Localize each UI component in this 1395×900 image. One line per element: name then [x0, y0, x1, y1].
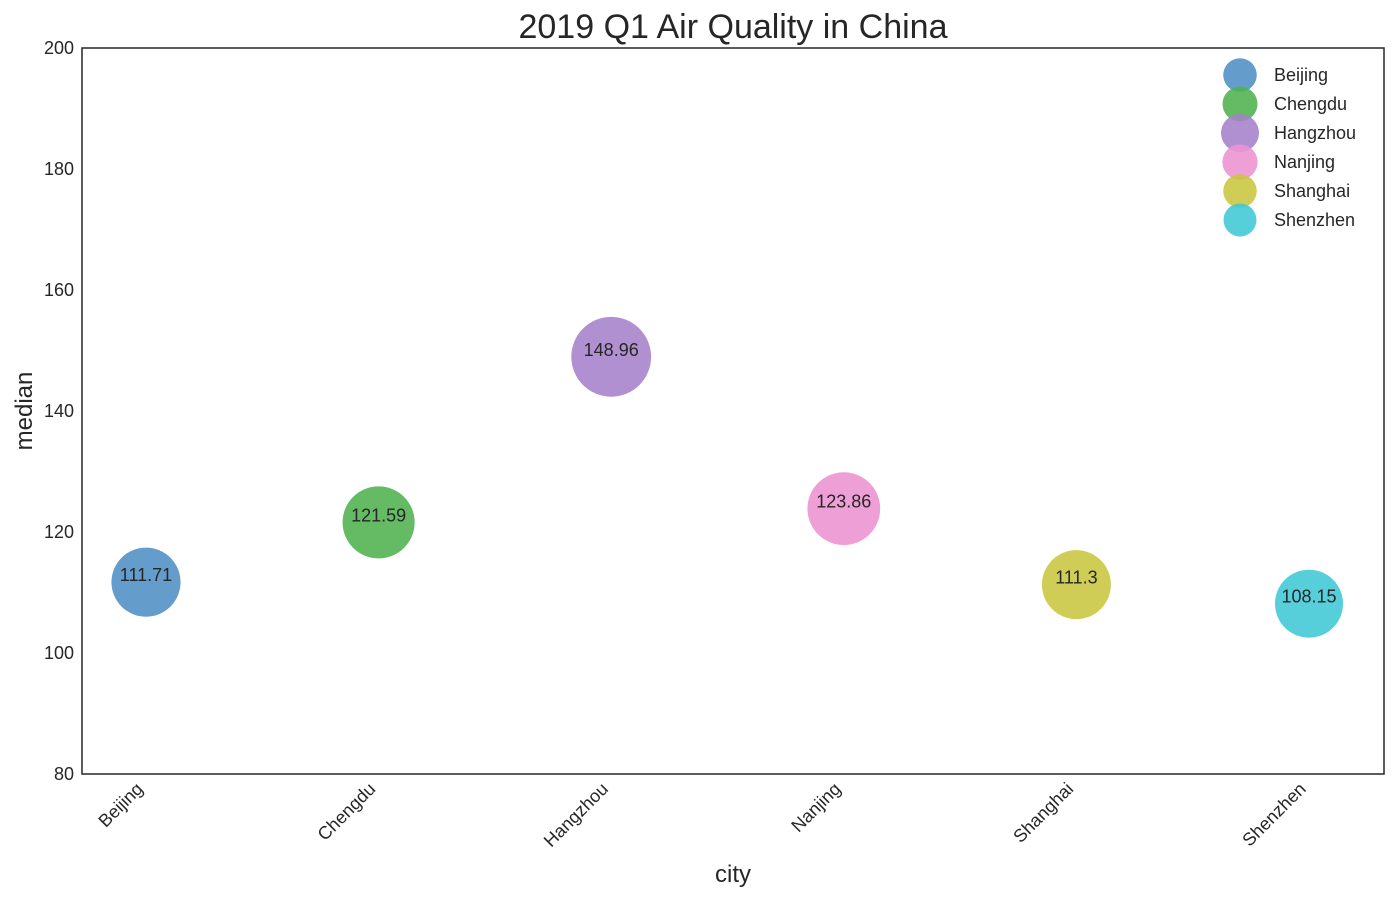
data-point-label: 111.71 — [120, 565, 172, 585]
x-tick-label: Nanjing — [787, 779, 844, 836]
x-axis: Beijing Chengdu Hangzhou Nanjing Shanghai She… — [94, 779, 1309, 851]
plot-frame — [81, 47, 1385, 775]
x-tick-label: Chengdu — [314, 779, 380, 845]
legend-marker — [1222, 144, 1258, 180]
y-tick-label: 200 — [44, 38, 74, 58]
y-tick-label: 180 — [44, 159, 74, 179]
y-tick-label: 160 — [44, 280, 74, 300]
data-point — [1041, 550, 1111, 620]
legend-marker — [1221, 114, 1259, 152]
data-point — [111, 547, 181, 617]
x-tick-label: Beijing — [94, 779, 146, 831]
data-point — [342, 486, 415, 559]
data-point-label: 123.86 — [816, 492, 871, 512]
data-point — [1275, 569, 1343, 638]
legend-marker — [1223, 58, 1257, 92]
x-tick-label: Shanghai — [1009, 779, 1077, 847]
data-points — [111, 316, 1343, 638]
legend-entry: Chengdu — [1274, 94, 1347, 114]
legend-entry: Beijing — [1274, 65, 1328, 85]
legend-entry: Shenzhen — [1274, 210, 1355, 230]
data-point-label: 111.3 — [1055, 568, 1097, 588]
y-tick-label: 100 — [44, 643, 74, 663]
data-point-label: 121.59 — [351, 505, 406, 525]
y-tick-label: 120 — [44, 522, 74, 542]
legend: Beijing Chengdu Hangzhou Nanjing Shanghai She… — [1221, 58, 1356, 237]
legend-entry: Hangzhou — [1274, 123, 1356, 143]
x-axis-label: city — [715, 861, 751, 888]
y-axis-label: median — [11, 372, 38, 451]
x-tick-label: Hangzhou — [540, 779, 612, 851]
data-labels: 111.71 121.59 148.96 123.86 111.3 108.15 — [120, 340, 1337, 607]
data-point — [571, 316, 652, 397]
y-axis: 80 100 120 140 160 180 200 — [44, 38, 74, 784]
legend-entry: Shanghai — [1274, 181, 1350, 201]
data-point — [807, 472, 881, 546]
legend-entry: Nanjing — [1274, 152, 1335, 172]
chart-title: 2019 Q1 Air Quality in China — [518, 8, 947, 46]
legend-marker — [1223, 203, 1257, 237]
x-tick-label: Shenzhen — [1238, 779, 1309, 850]
y-tick-label: 140 — [44, 401, 74, 421]
data-point-label: 148.96 — [584, 340, 639, 360]
data-point-label: 108.15 — [1281, 587, 1336, 607]
y-tick-label: 80 — [54, 764, 74, 784]
legend-marker — [1223, 174, 1257, 208]
legend-marker — [1222, 86, 1258, 122]
